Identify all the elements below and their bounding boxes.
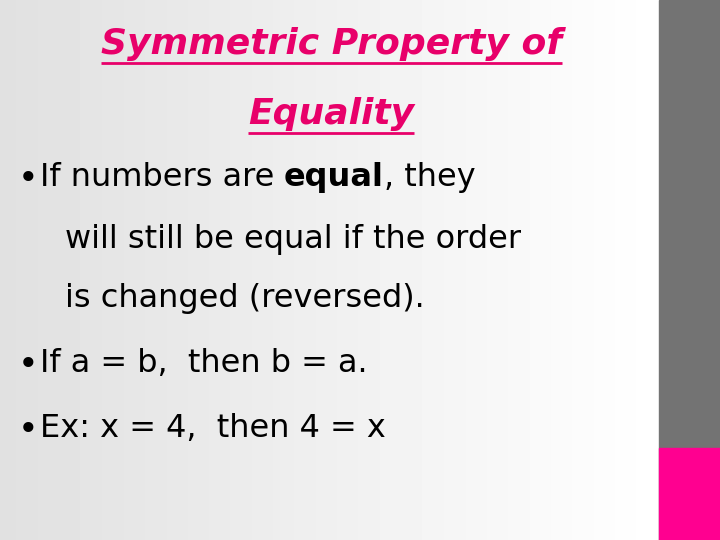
Text: •: • — [18, 348, 39, 382]
Bar — [659, 0, 720, 540]
Text: is changed (reversed).: is changed (reversed). — [65, 284, 425, 314]
Bar — [659, 448, 720, 540]
Text: If numbers are: If numbers are — [40, 162, 284, 193]
Text: •: • — [18, 162, 39, 196]
Text: If numbers are: If numbers are — [40, 162, 284, 193]
Text: Equality: Equality — [248, 97, 414, 131]
Text: equal: equal — [284, 162, 384, 193]
Text: , they: , they — [384, 162, 476, 193]
Text: equal: equal — [284, 162, 384, 193]
Text: Ex: x = 4,  then 4 = x: Ex: x = 4, then 4 = x — [40, 413, 385, 444]
Text: If a = b,  then b = a.: If a = b, then b = a. — [40, 348, 367, 379]
Text: •: • — [18, 413, 39, 447]
Text: Symmetric Property of: Symmetric Property of — [101, 27, 562, 61]
Text: will still be equal if the order: will still be equal if the order — [65, 224, 521, 255]
